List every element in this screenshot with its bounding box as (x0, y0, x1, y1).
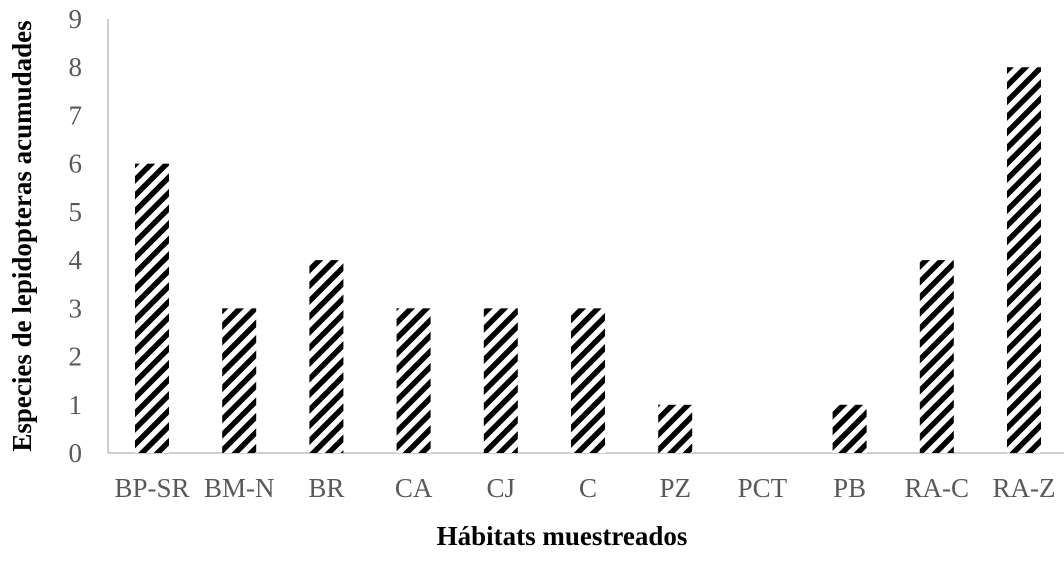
y-tick-label-8: 8 (69, 52, 83, 82)
y-tick-label-5: 5 (69, 197, 83, 227)
x-tick-label-pz: PZ (659, 473, 691, 503)
x-tick-label-bm-n: BM-N (204, 473, 275, 503)
x-axis-title: Hábitats muestreados (437, 521, 688, 551)
bars-group (135, 67, 1041, 453)
bar-bp-sr (135, 163, 169, 453)
x-tick-label-pct: PCT (738, 473, 788, 503)
y-tick-labels: 0 1 2 3 4 5 6 7 8 9 (69, 4, 83, 468)
x-tick-label-br: BR (308, 473, 344, 503)
bar-br (309, 260, 344, 453)
bar-c (571, 308, 605, 453)
y-tick-label-7: 7 (69, 100, 83, 130)
bar-pz (658, 404, 693, 453)
y-tick-label-6: 6 (69, 149, 83, 179)
y-axis-title: Especies de lepidopteras acumudades (7, 20, 37, 451)
y-tick-label-0: 0 (69, 438, 83, 468)
bar-ra-c (919, 260, 954, 453)
bar-ra-z (1007, 67, 1041, 453)
x-tick-label-pb: PB (833, 473, 866, 503)
y-tick-label-4: 4 (69, 245, 83, 275)
x-tick-label-bp-sr: BP-SR (114, 473, 189, 503)
y-tick-label-2: 2 (69, 342, 83, 372)
bar-cj (483, 308, 518, 453)
x-tick-labels: BP-SR BM-N BR CA CJ C PZ PCT PB RA-C RA-Z (114, 473, 1055, 503)
x-tick-label-c: C (579, 473, 597, 503)
bar-pb (832, 404, 867, 453)
x-tick-label-ra-z: RA-Z (993, 473, 1056, 503)
bar-bm-n (222, 308, 257, 453)
x-tick-label-ca: CA (395, 473, 433, 503)
y-tick-label-3: 3 (69, 293, 83, 323)
y-tick-label-9: 9 (69, 4, 83, 34)
x-tick-label-ra-c: RA-C (905, 473, 970, 503)
x-tick-label-cj: CJ (487, 473, 516, 503)
y-tick-label-1: 1 (69, 390, 83, 420)
bar-ca (396, 308, 431, 453)
